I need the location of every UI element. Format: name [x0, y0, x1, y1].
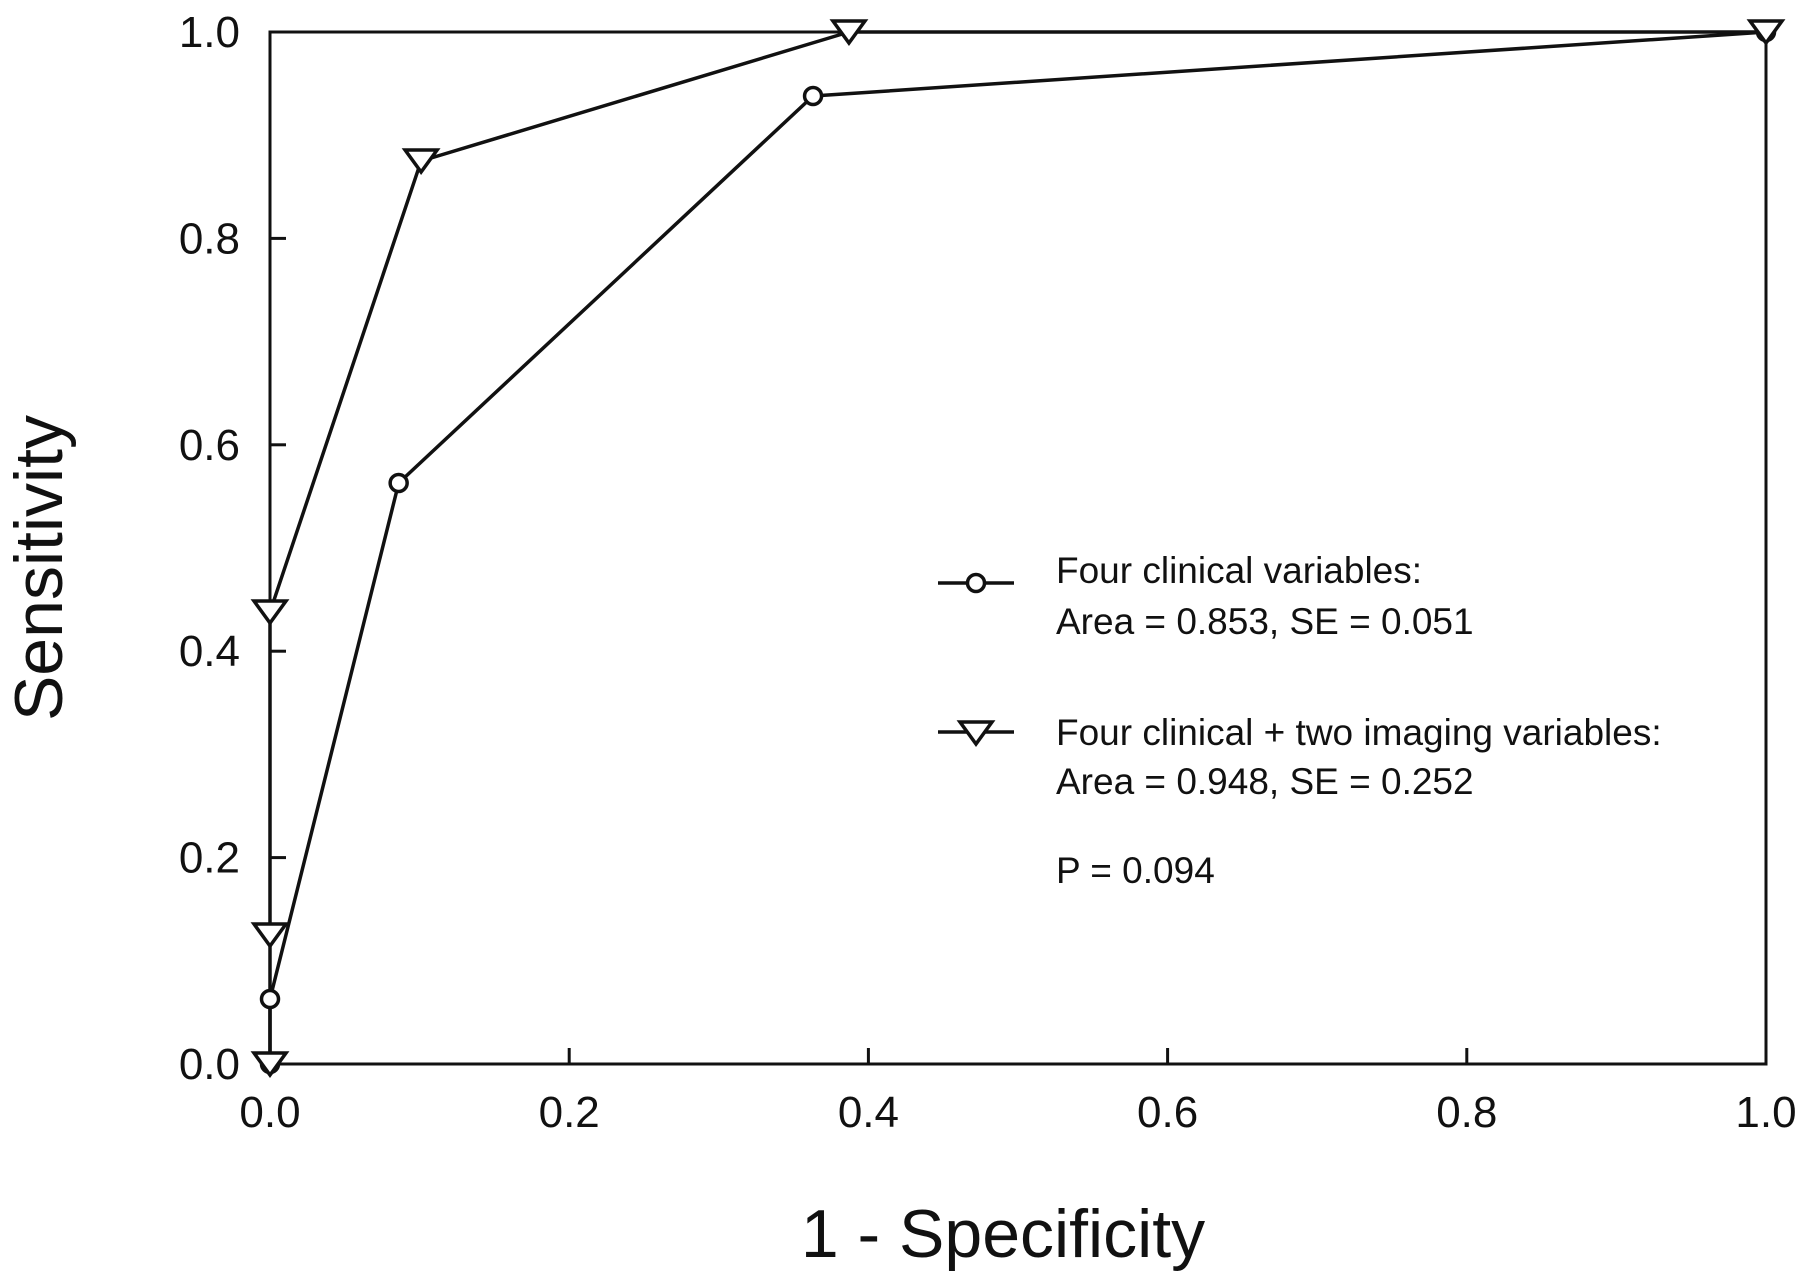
data-point-circle	[259, 988, 281, 1010]
data-point-triangle	[1746, 19, 1786, 46]
legend-label-clinical: Four clinical variables:	[1056, 550, 1422, 591]
y-axis-title: Sensitivity	[1, 415, 77, 721]
y-axis-ticks: 0.0 0.2 0.4 0.6 0.8 1.0	[179, 8, 286, 1089]
legend-marker-clinical	[965, 572, 987, 594]
x-tick-label: 0.6	[1137, 1088, 1198, 1137]
y-tick-label: 0.4	[179, 627, 240, 676]
x-tick-label: 1.0	[1735, 1088, 1796, 1137]
legend-detail-imaging: Area = 0.948, SE = 0.252	[1056, 761, 1474, 802]
legend: Four clinical variables: Area = 0.853, S…	[938, 550, 1662, 891]
data-point-circle	[802, 85, 824, 107]
series-line-0	[268, 30, 1767, 1064]
series-layer	[250, 19, 1786, 1078]
series-line-1	[268, 30, 1766, 1064]
data-point-triangle	[250, 1051, 290, 1078]
legend-detail-clinical: Area = 0.853, SE = 0.051	[1056, 601, 1474, 642]
x-tick-label: 0.4	[838, 1088, 899, 1137]
y-tick-label: 0.6	[179, 421, 240, 470]
x-axis-title: 1 - Specificity	[801, 1196, 1205, 1272]
x-tick-label: 0.0	[239, 1088, 300, 1137]
data-point-circle	[388, 472, 409, 494]
y-tick-label: 0.2	[179, 834, 240, 883]
y-tick-label: 0.0	[179, 1040, 240, 1089]
data-point-triangle	[250, 599, 290, 626]
y-tick-label: 0.8	[179, 214, 240, 263]
x-axis-ticks: 0.0 0.2 0.4 0.6 0.8 1.0	[239, 1048, 1797, 1137]
plot-frame	[268, 30, 1768, 1066]
x-tick-label: 0.2	[539, 1088, 600, 1137]
data-point-triangle	[401, 148, 441, 175]
x-tick-label: 0.8	[1436, 1088, 1497, 1137]
y-tick-label: 1.0	[179, 8, 240, 57]
legend-marker-imaging	[956, 720, 996, 747]
legend-label-imaging: Four clinical + two imaging variables:	[1056, 712, 1662, 753]
p-value-annotation: P = 0.094	[1056, 850, 1215, 891]
data-point-triangle	[829, 19, 869, 46]
data-point-triangle	[250, 922, 290, 949]
